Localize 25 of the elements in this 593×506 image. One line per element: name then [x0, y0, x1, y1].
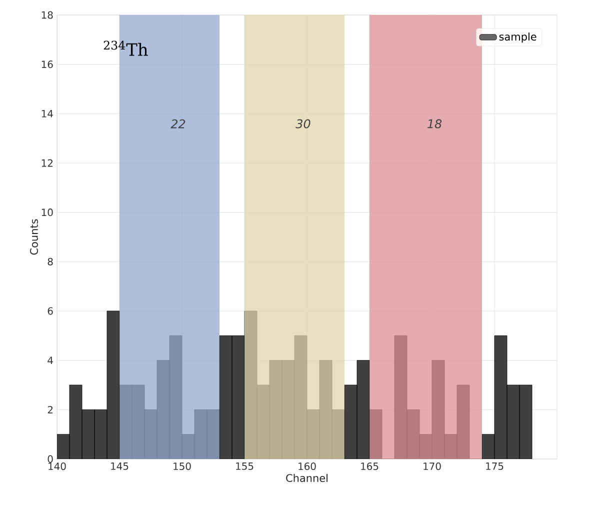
x-tick-label: 165 — [361, 462, 378, 470]
x-tick-label: 145 — [111, 462, 128, 470]
y-tick-label: 6 — [48, 307, 53, 315]
y-tick-label: 10 — [42, 208, 53, 216]
band-label: 30 — [296, 119, 310, 128]
x-tick-label: 155 — [236, 462, 254, 470]
y-tick-label: 4 — [48, 356, 53, 364]
x-tick-label: 160 — [298, 462, 316, 470]
x-axis-title: Channel — [286, 474, 328, 482]
x-tick-label: 150 — [174, 462, 191, 470]
x-tick-label: 175 — [486, 462, 504, 470]
y-tick-label: 18 — [42, 11, 53, 19]
band-label: 18 — [427, 119, 442, 128]
y-tick-label: 0 — [48, 455, 53, 463]
legend-label: sample — [499, 32, 536, 43]
y-tick-label: 16 — [42, 60, 53, 68]
y-tick-label: 8 — [48, 258, 53, 266]
y-tick-label: 14 — [42, 110, 53, 118]
x-tick-label: 140 — [48, 462, 66, 470]
y-axis-title: Counts — [30, 219, 38, 255]
y-tick-label: 2 — [48, 406, 52, 414]
y-tick-label: 12 — [42, 159, 52, 167]
band-label: 22 — [170, 119, 186, 128]
x-tick-label: 170 — [424, 462, 441, 470]
annotation: $^{234}$Th — [104, 40, 148, 56]
